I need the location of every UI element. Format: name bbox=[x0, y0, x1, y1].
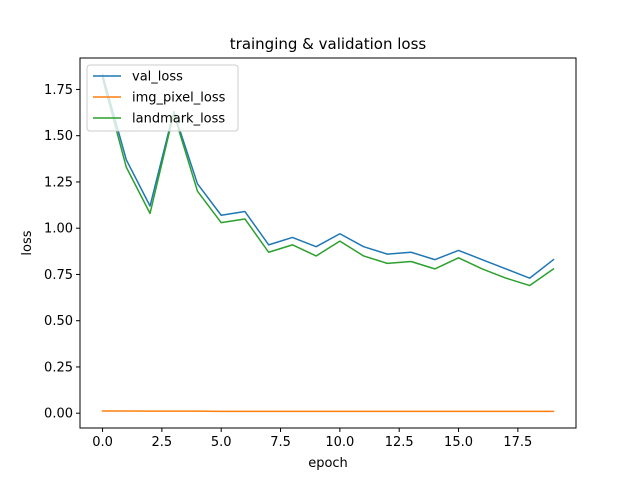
y-tick-label: 1.25 bbox=[44, 175, 73, 190]
x-tick-label: 7.5 bbox=[270, 435, 291, 450]
legend-label-val-loss: val_loss bbox=[132, 70, 183, 85]
x-tick-label: 15.0 bbox=[444, 435, 473, 450]
plot-frame bbox=[79, 57, 577, 429]
x-tick-label: 12.5 bbox=[385, 435, 414, 450]
x-tick-label: 2.5 bbox=[152, 435, 173, 450]
x-tick-label: 17.5 bbox=[503, 435, 532, 450]
y-axis: 0.00 0.25 0.50 0.75 1.00 1.25 1.50 1.75 bbox=[44, 83, 80, 422]
x-axis-label: epoch bbox=[308, 456, 348, 471]
y-axis-label: loss bbox=[20, 230, 35, 255]
y-tick-label: 0.50 bbox=[44, 314, 73, 329]
legend-label-landmark-loss: landmark_loss bbox=[132, 112, 225, 127]
x-axis: 0.0 2.5 5.0 7.5 10.0 12.5 15.0 17.5 bbox=[92, 428, 532, 450]
legend-label-img-pixel-loss: img_pixel_loss bbox=[132, 91, 226, 106]
y-tick-label: 0.25 bbox=[44, 360, 73, 375]
legend-box bbox=[86, 64, 239, 132]
chart-title: trainging & validation loss bbox=[230, 35, 427, 53]
y-tick-label: 1.50 bbox=[44, 129, 73, 144]
x-tick-label: 0.0 bbox=[92, 435, 113, 450]
legend: val_loss img_pixel_loss landmark_loss bbox=[86, 64, 239, 132]
y-tick-label: 1.75 bbox=[44, 83, 73, 98]
y-tick-label: 0.75 bbox=[44, 268, 73, 283]
y-tick-label: 1.00 bbox=[44, 222, 73, 237]
x-tick-label: 5.0 bbox=[211, 435, 232, 450]
x-tick-label: 10.0 bbox=[325, 435, 354, 450]
y-tick-label: 0.00 bbox=[44, 407, 73, 422]
